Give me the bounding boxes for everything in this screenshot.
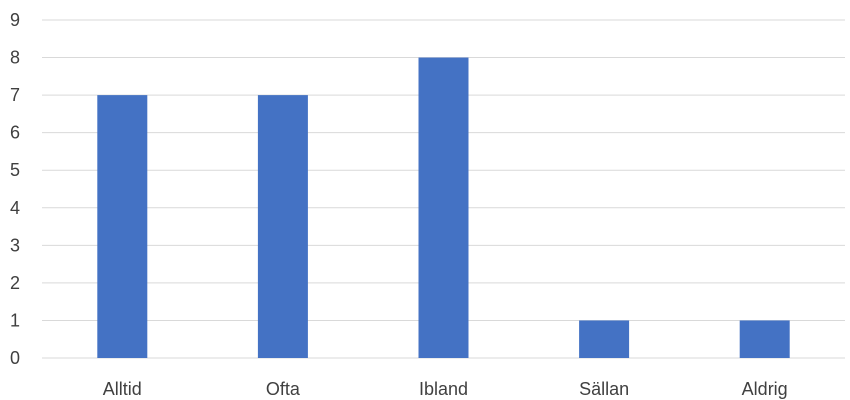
y-tick-label: 9 (10, 10, 20, 30)
y-tick-label: 0 (10, 348, 20, 368)
x-tick-label: Ibland (419, 379, 468, 399)
bar-aldrig (739, 320, 790, 358)
x-tick-label: Sällan (579, 379, 629, 399)
y-tick-label: 8 (10, 48, 20, 68)
bar-ofta (257, 95, 308, 358)
bars (97, 57, 790, 359)
x-axis-ticks: Alltid Ofta Ibland Sällan Aldrig (103, 379, 788, 399)
y-tick-label: 6 (10, 123, 20, 143)
y-tick-label: 7 (10, 85, 20, 105)
x-tick-label: Alltid (103, 379, 142, 399)
bar-alltid (97, 95, 148, 358)
y-tick-label: 2 (10, 273, 20, 293)
x-tick-label: Ofta (266, 379, 301, 399)
y-tick-label: 5 (10, 160, 20, 180)
bar-sällan (579, 320, 630, 358)
y-axis-ticks: 0 1 2 3 4 5 6 7 8 9 (10, 10, 20, 368)
bar-ibland (418, 57, 469, 359)
y-tick-label: 1 (10, 310, 20, 330)
y-tick-label: 4 (10, 198, 20, 218)
x-tick-label: Aldrig (742, 379, 788, 399)
y-tick-label: 3 (10, 235, 20, 255)
